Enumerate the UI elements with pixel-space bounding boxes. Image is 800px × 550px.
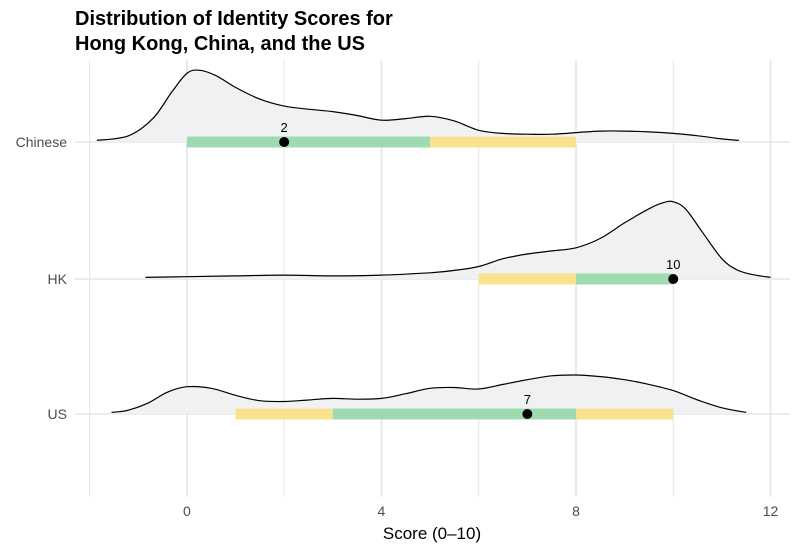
ridge-us: 7 [111,374,747,420]
median-point-chinese [279,137,290,147]
chart-title: Distribution of Identity Scores for Hong… [75,7,393,57]
interval-outer-right-us [575,408,674,420]
median-point-hk [668,274,679,284]
density-area-chinese [96,70,739,142]
x-tick-label: 0 [183,503,191,519]
y-axis-labels: Chinese HK US [16,134,68,422]
y-tick-label-us: US [48,406,67,422]
interval-outer-chinese [430,136,576,148]
chart-title-line-2: Hong Kong, China, and the US [75,33,365,55]
median-label-hk: 10 [666,257,680,272]
density-line-hk [145,200,771,278]
median-label-us: 7 [524,392,531,407]
median-label-chinese: 2 [281,120,288,135]
chart-title-line-1: Distribution of Identity Scores for [75,8,393,30]
interval-inner-chinese [186,136,431,148]
x-tick-label: 8 [572,503,580,519]
x-axis-labels: 0 4 8 12 [183,503,779,519]
density-line-us [111,374,747,413]
ridge-hk: 10 [145,200,771,285]
interval-inner-hk [575,273,674,285]
density-line-chinese [96,69,739,141]
x-tick-label: 12 [763,503,779,519]
y-tick-label-chinese: Chinese [16,134,68,150]
density-area-us [111,374,747,414]
interval-inner-us [332,408,576,420]
y-tick-label-hk: HK [48,271,68,287]
x-axis-title: Score (0–10) [383,524,481,543]
interval-outer-hk [478,273,576,285]
median-point-us [522,409,533,419]
interval-outer-left-us [235,408,333,420]
x-tick-label: 4 [378,503,386,519]
ridge-chinese: 2 [96,69,739,148]
density-area-hk [145,201,771,279]
ridges: 2 10 7 [96,69,771,420]
